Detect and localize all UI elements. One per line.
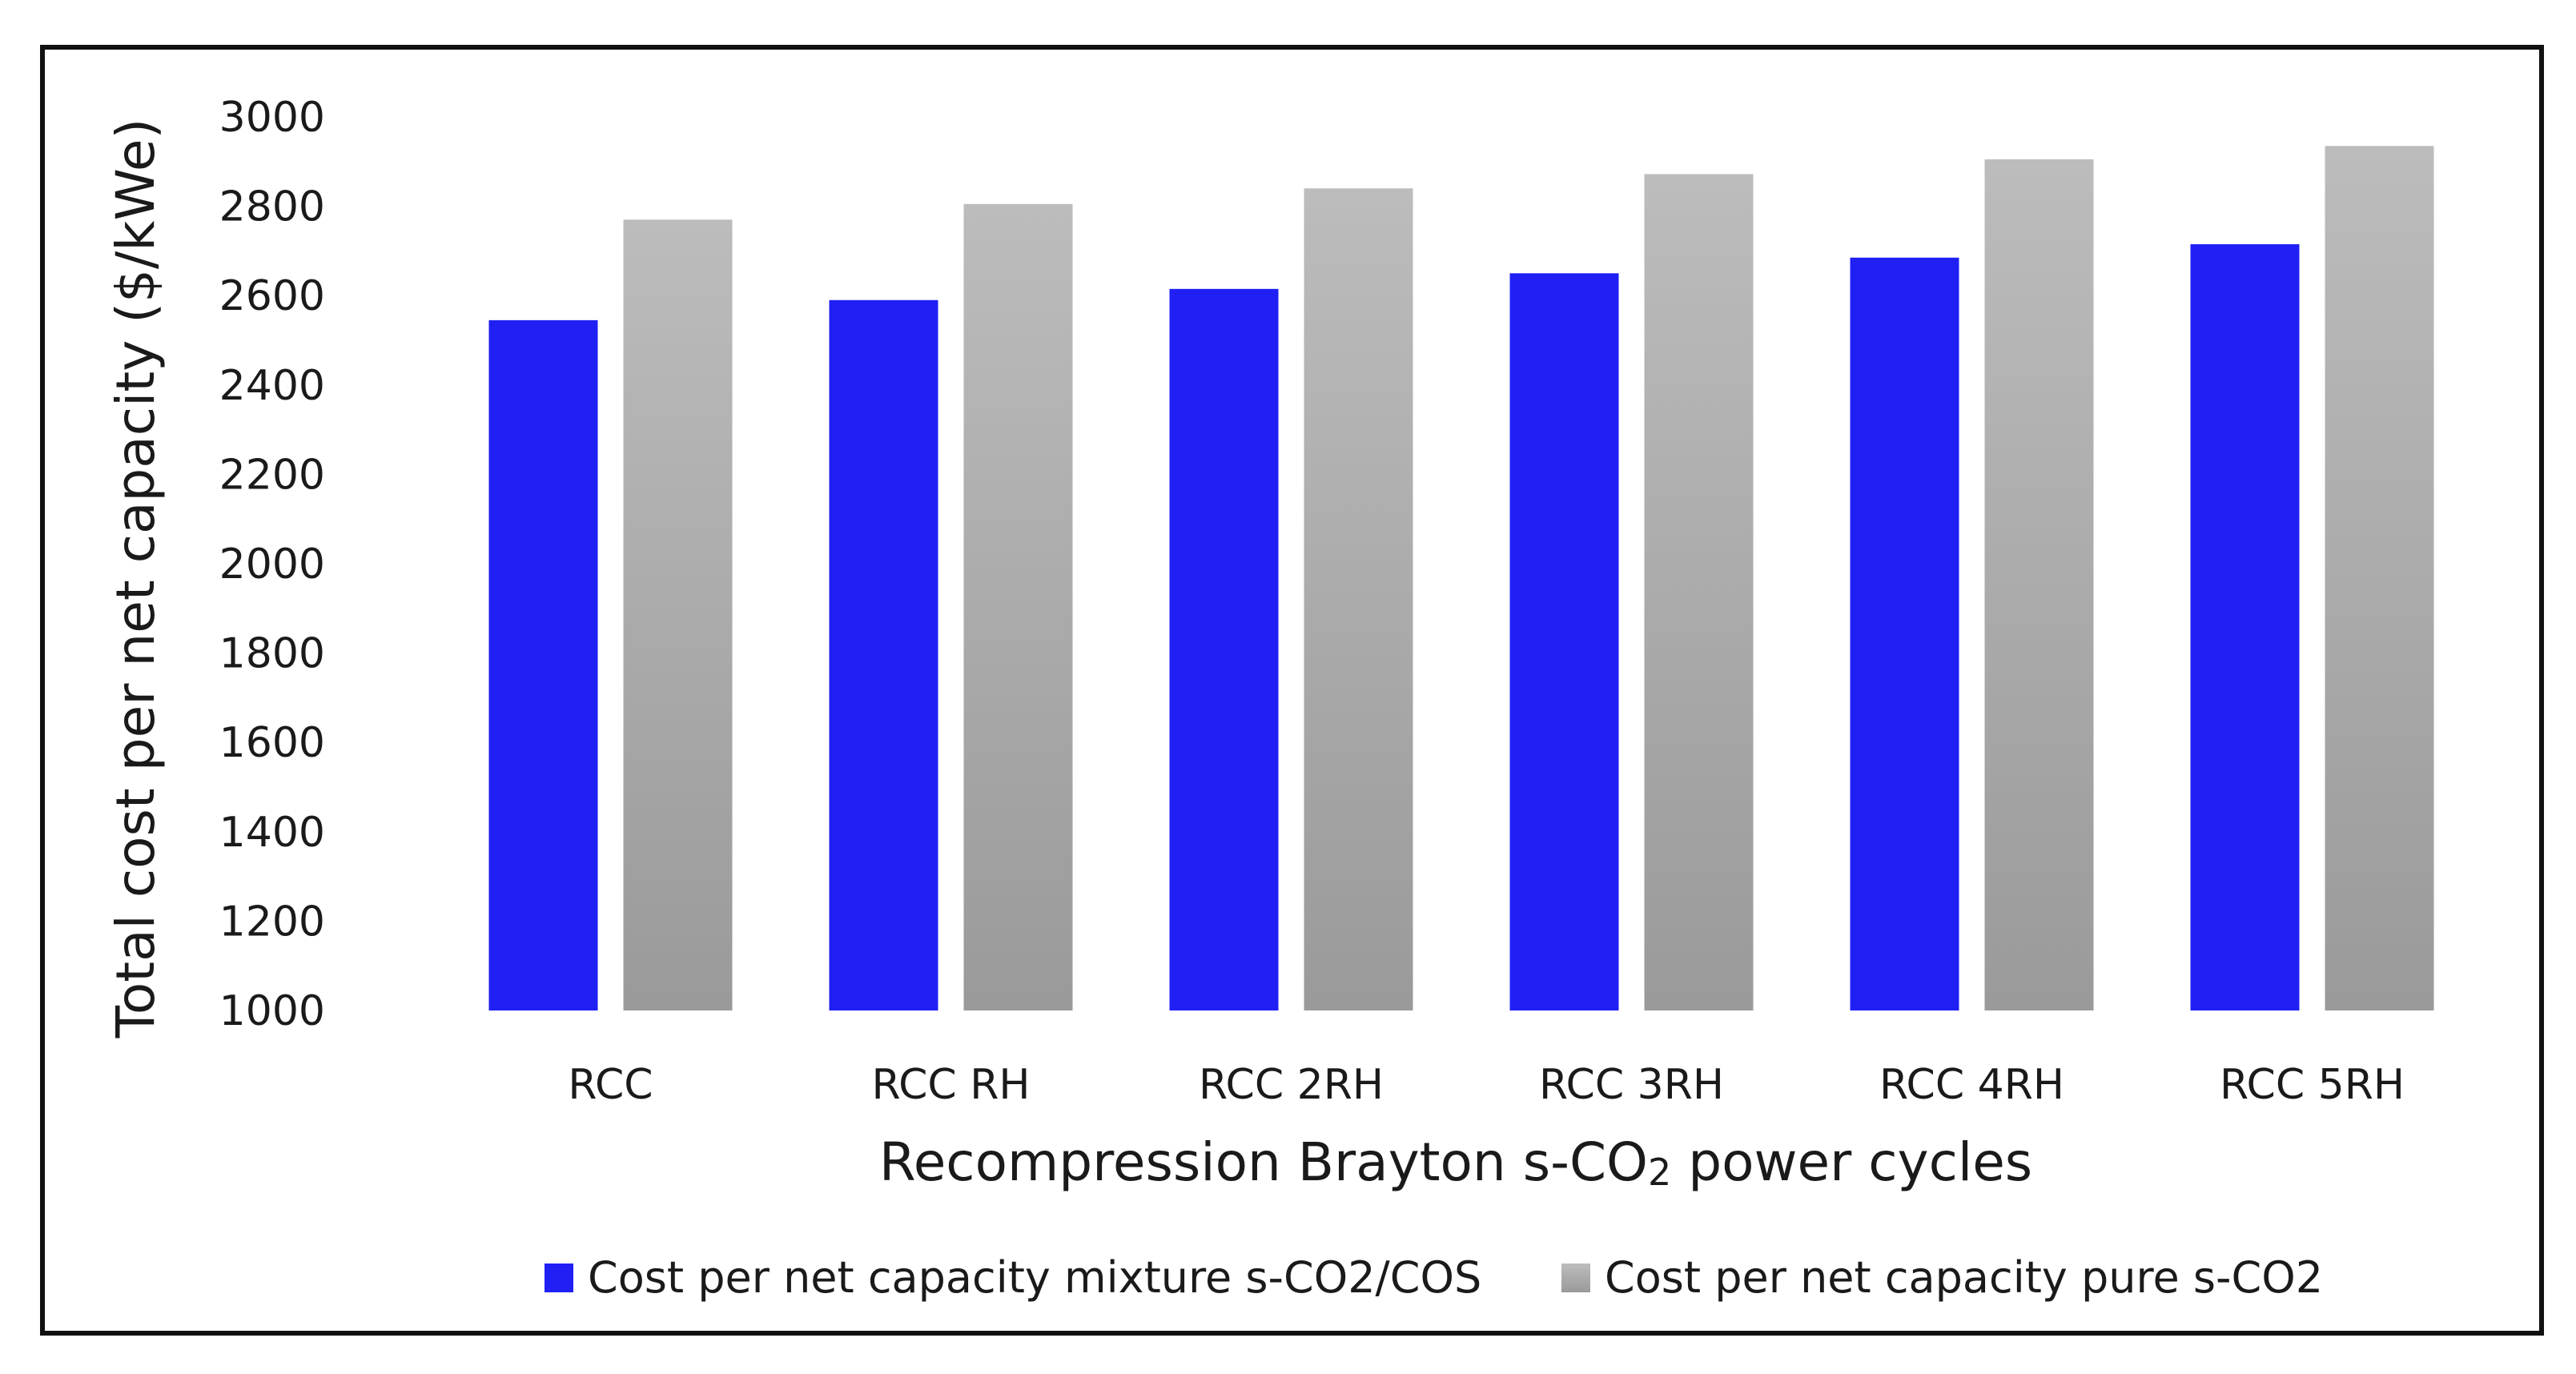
y-tick-label-2800: 2800 <box>219 183 325 231</box>
bar-pure-rcc-2rh <box>1304 188 1413 1010</box>
y-tick-label-2600: 2600 <box>219 272 325 320</box>
x-axis-title-tail: power cycles <box>1671 1131 2032 1193</box>
legend: Cost per net capacity mixture s-CO2/COS … <box>545 1252 2323 1303</box>
bar-pure-rcc-3rh <box>1644 174 1754 1011</box>
y-tick-label-1400: 1400 <box>219 809 325 857</box>
x-tick-label-rcc-rh: RCC RH <box>872 1061 1031 1109</box>
x-tick-label-rcc: RCC <box>568 1061 653 1109</box>
x-axis-title: Recompression Brayton s-CO2 power cycles <box>879 1131 2032 1194</box>
bar-pure-rcc-rh <box>963 203 1073 1010</box>
y-tick-label-1600: 1600 <box>219 719 325 767</box>
x-tick-label-rcc-5rh: RCC 5RH <box>2220 1061 2405 1109</box>
bar-pure-rcc-5rh <box>2325 146 2434 1010</box>
x-tick-label-rcc-2rh: RCC 2RH <box>1199 1061 1384 1109</box>
bar-pure-rcc <box>623 219 733 1011</box>
y-tick-label-1200: 1200 <box>219 898 325 946</box>
bar-mixture-rcc-rh <box>829 299 938 1010</box>
y-axis-ticks: 1000 1200 1400 1600 1800 2000 2200 2400 2600 2800… <box>219 94 325 1035</box>
bar-pure-rcc-4rh <box>1984 159 2094 1010</box>
y-tick-label-1800: 1800 <box>219 630 325 678</box>
y-axis-title: Total cost per net capacity ($/kWe) <box>105 119 167 1039</box>
y-tick-label-2000: 2000 <box>219 540 325 589</box>
x-axis-title-subscript: 2 <box>1648 1151 1671 1194</box>
legend-swatch-pure <box>1561 1264 1590 1292</box>
legend-label-pure: Cost per net capacity pure s-CO2 <box>1605 1252 2323 1303</box>
y-tick-label-2200: 2200 <box>219 451 325 499</box>
x-tick-label-rcc-4rh: RCC 4RH <box>1879 1061 2064 1109</box>
x-tick-label-rcc-3rh: RCC 3RH <box>1539 1061 1724 1109</box>
legend-swatch-mixture <box>545 1264 573 1292</box>
y-tick-label-1000: 1000 <box>219 987 325 1035</box>
bar-mixture-rcc-5rh <box>2190 244 2300 1010</box>
x-axis-title-main: Recompression Brayton s-CO <box>879 1131 1648 1193</box>
y-tick-label-2400: 2400 <box>219 362 325 410</box>
bar-mixture-rcc-2rh <box>1169 288 1279 1011</box>
chart-frame <box>40 45 2544 1336</box>
y-tick-label-3000: 3000 <box>219 94 325 142</box>
legend-label-mixture: Cost per net capacity mixture s-CO2/COS <box>588 1252 1481 1303</box>
bars-group <box>488 146 2434 1011</box>
bar-mixture-rcc-4rh <box>1850 257 1959 1010</box>
bar-mixture-rcc-3rh <box>1509 273 1619 1010</box>
bar-mixture-rcc <box>488 319 598 1010</box>
x-axis-ticks: RCC RCC RH RCC 2RH RCC 3RH RCC 4RH RCC 5RH <box>568 1061 2405 1109</box>
